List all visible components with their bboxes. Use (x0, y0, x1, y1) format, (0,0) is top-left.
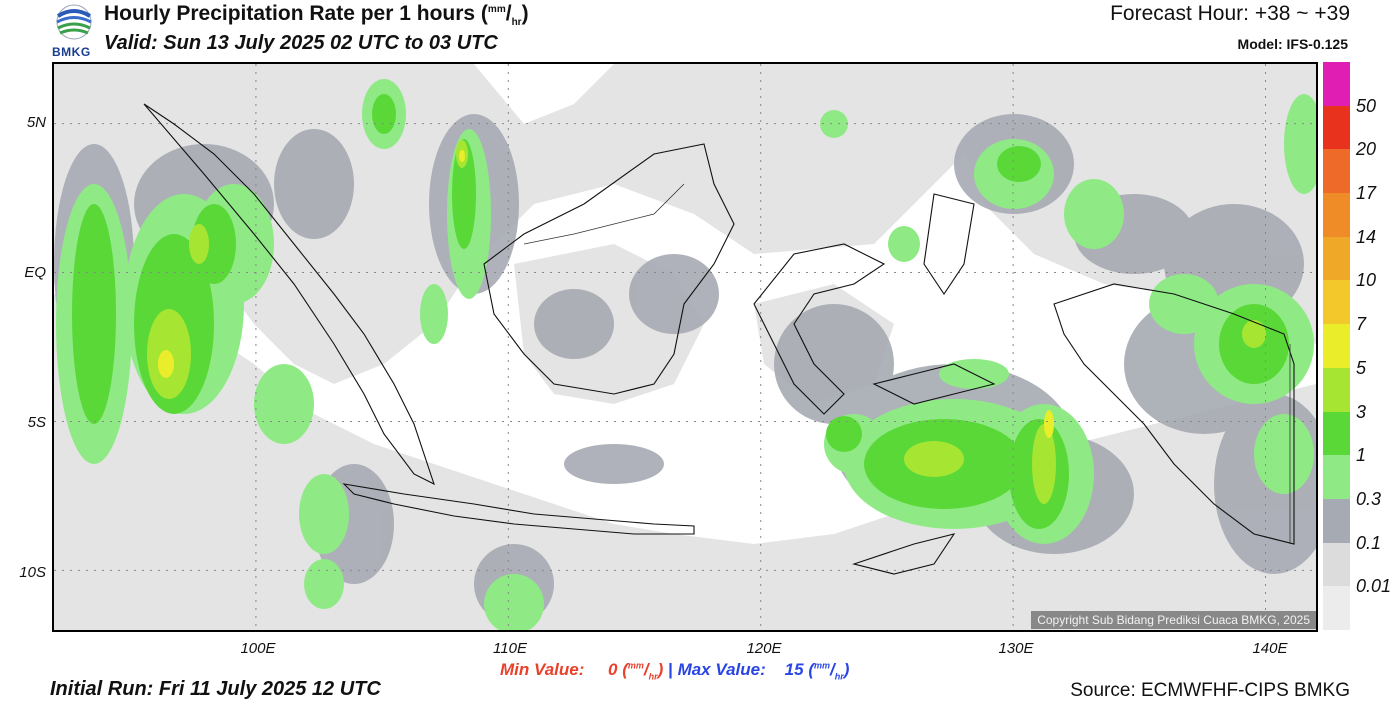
logo-text: BMKG (52, 45, 91, 59)
colorbar-segment (1323, 193, 1350, 238)
lon-label-130e: 130E (998, 640, 1034, 657)
chart-title: Hourly Precipitation Rate per 1 hours (m… (104, 2, 529, 29)
max-unit-bottom: hr (834, 671, 844, 682)
colorbar-label: 50 (1356, 95, 1377, 116)
data-source: Source: ECMWFHF-CIPS BMKG (1070, 680, 1350, 701)
papua-coast (1053, 283, 1295, 545)
colorbar-label: 14 (1356, 226, 1377, 247)
colorbar-segment (1323, 542, 1350, 587)
colorbar-label: 5 (1356, 357, 1367, 378)
colorbar-segment (1323, 236, 1350, 281)
colorbar-label: 0.1 (1356, 532, 1382, 553)
min-value: 0 (608, 660, 618, 679)
lon-label-110e: 110E (493, 640, 527, 657)
maluku-coast (872, 363, 996, 405)
max-label: Max Value: (677, 660, 766, 679)
halmahera-coast (923, 193, 975, 295)
colorbar-label: 17 (1356, 183, 1377, 204)
lat-label-5s: 5S (27, 414, 46, 431)
java-coast (342, 483, 695, 535)
model-name: Model: IFS-0.125 (1237, 36, 1348, 52)
minmax-separator: | (668, 660, 673, 679)
colorbar-label: 1 (1356, 445, 1367, 466)
copyright-notice: Copyright Sub Bidang Prediksi Cuaca BMKG… (1031, 611, 1316, 629)
lon-label-120e: 120E (746, 640, 782, 657)
title-text: Hourly Precipitation Rate per 1 hours (104, 2, 476, 25)
title-unit-bottom: hr (511, 17, 522, 29)
colorbar-segment (1323, 455, 1350, 500)
lat-label-eq: EQ (24, 264, 46, 281)
min-max-values: Min Value: 0 (mm/hr) | Max Value: 15 (mm… (500, 660, 850, 682)
timor-coast (852, 533, 956, 575)
colorbar-label: 7 (1356, 314, 1367, 335)
colorbar-label: 3 (1356, 401, 1367, 422)
colorbar-segment (1323, 586, 1350, 631)
min-unit-top: mm (627, 660, 644, 671)
borders (523, 183, 1291, 544)
colorbar-segment (1323, 498, 1350, 544)
title-unit-top: mm (487, 4, 506, 15)
sumatra-coast (143, 103, 435, 486)
sulawesi-coast (753, 243, 886, 415)
lat-label-10s: 10S (19, 564, 46, 581)
borneo-coast (483, 143, 735, 395)
valid-time: Valid: Sun 13 July 2025 02 UTC to 03 UTC (104, 32, 498, 54)
colorbar-label: 0.3 (1356, 488, 1382, 509)
map-canvas (54, 64, 1316, 630)
lon-label-140e: 140E (1252, 640, 1288, 657)
bmkg-logo (50, 2, 100, 60)
coastlines (143, 103, 1295, 575)
lon-label-100e: 100E (240, 640, 276, 657)
colorbar-segment (1323, 367, 1350, 413)
initial-run: Initial Run: Fri 11 July 2025 12 UTC (50, 678, 381, 700)
lat-label-5n: 5N (26, 114, 46, 131)
min-unit-bottom: hr (648, 671, 658, 682)
precip-yellow-layer (158, 150, 1054, 438)
colorbar (1323, 62, 1350, 631)
colorbar-segment (1323, 411, 1350, 456)
colorbar-segment (1323, 149, 1350, 194)
max-unit-top: mm (813, 660, 830, 671)
colorbar-label: 20 (1356, 139, 1377, 160)
colorbar-label: 0.01 (1356, 576, 1392, 597)
colorbar-segment (1323, 62, 1350, 107)
min-label: Min Value: (500, 660, 585, 679)
colorbar-segment (1323, 105, 1350, 150)
colorbar-segment (1323, 280, 1350, 325)
colorbar-label: 10 (1356, 270, 1377, 291)
precipitation-map (52, 62, 1318, 632)
max-value: 15 (784, 660, 804, 679)
colorbar-segment (1323, 324, 1350, 369)
forecast-hour: Forecast Hour: +38 ~ +39 (1110, 2, 1350, 25)
